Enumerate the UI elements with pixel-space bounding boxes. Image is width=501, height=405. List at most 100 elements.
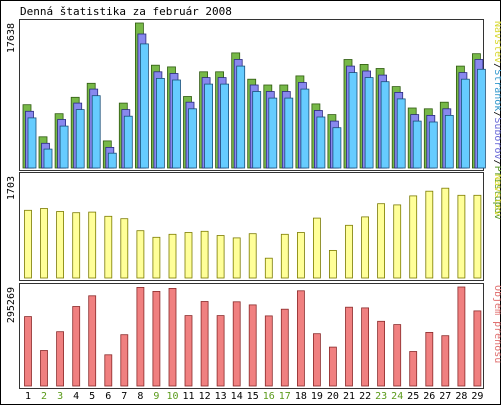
bar-transfer-15: [248, 304, 257, 387]
x-label-day-22: 22: [359, 391, 371, 402]
bar-visits-5: [88, 211, 97, 279]
bar-visits-23: [377, 203, 386, 279]
legend-item: Súborov: [492, 117, 501, 159]
bar-stránok-8: [139, 43, 149, 169]
bar-transfer-19: [312, 333, 321, 387]
bar-visits-26: [425, 190, 434, 279]
bar-transfer-26: [425, 331, 434, 387]
bar-stránok-22: [364, 77, 374, 169]
bar-visits-4: [72, 212, 81, 279]
bar-transfer-9: [152, 290, 161, 387]
bar-visits-24: [393, 204, 402, 279]
x-label-day-7: 7: [121, 391, 127, 402]
bar-visits-7: [120, 218, 129, 279]
y-max-label-transfer: 295269: [6, 287, 17, 323]
bar-transfer-17: [280, 308, 289, 387]
bar-transfer-12: [200, 301, 209, 387]
bar-transfer-23: [377, 320, 386, 387]
x-label-day-11: 11: [182, 391, 194, 402]
bar-visits-19: [312, 217, 321, 279]
bars-transfer: [24, 286, 482, 387]
bar-stránok-14: [236, 65, 246, 169]
bar-visits-2: [40, 208, 48, 279]
bar-stránok-27: [444, 115, 454, 169]
x-axis-labels: 1 2 3 4 5 6 7 8 9 10 11 12 13 14 15 16 17 18 19 20 21 22 23 24 2…: [25, 391, 483, 402]
x-label-day-5: 5: [89, 391, 95, 402]
bar-stránok-9: [155, 78, 165, 169]
bar-transfer-24: [393, 324, 402, 387]
bar-stránok-18: [300, 88, 310, 169]
bar-stránok-12: [204, 83, 214, 169]
bar-transfer-16: [264, 315, 273, 387]
bar-transfer-20: [328, 346, 337, 387]
x-label-day-10: 10: [166, 391, 178, 402]
bar-transfer-29: [473, 310, 482, 387]
bar-visits-16: [264, 257, 273, 279]
bar-stránok-17: [284, 97, 294, 169]
x-label-day-28: 28: [455, 391, 467, 402]
bar-visits-14: [232, 237, 241, 279]
y-max-label-traffic: 17638: [6, 23, 17, 53]
bar-stránok-20: [332, 127, 342, 169]
chart-title: Denná štatistika za február 2008: [20, 5, 232, 18]
x-label-day-1: 1: [25, 391, 31, 402]
x-label-day-21: 21: [343, 391, 355, 402]
bar-stránok-6: [107, 152, 117, 169]
legend-item: Návštev: [492, 21, 501, 63]
x-label-day-16: 16: [263, 391, 275, 402]
bar-stránok-16: [268, 97, 278, 169]
y-max-label-visits: 1703: [6, 176, 17, 200]
panel-visits: 1703 Návštev: [6, 172, 501, 281]
legend-traffic: Návštev/Stránok/Súborov/Prístupov: [492, 21, 501, 220]
bar-transfer-14: [232, 301, 241, 387]
bar-transfer-5: [88, 295, 97, 387]
legend-visits: Návštev: [492, 174, 501, 216]
bar-visits-6: [104, 215, 113, 279]
bar-stránok-7: [123, 115, 133, 169]
bar-stránok-21: [348, 72, 358, 169]
bar-stránok-19: [316, 116, 326, 169]
x-label-day-4: 4: [73, 391, 79, 402]
x-label-day-24: 24: [391, 391, 403, 402]
bar-visits-12: [200, 230, 209, 279]
bar-transfer-27: [441, 335, 450, 387]
legend-separator: /: [492, 63, 501, 69]
bar-transfer-6: [104, 354, 113, 387]
x-label-day-2: 2: [41, 391, 47, 402]
bar-transfer-28: [457, 286, 466, 387]
bar-stránok-29: [476, 68, 486, 169]
bar-visits-22: [361, 216, 370, 279]
chart-panels: 17638Návštev/Stránok/Súborov/Prístupov17…: [6, 19, 501, 389]
x-label-day-26: 26: [423, 391, 435, 402]
bar-stránok-1: [27, 117, 37, 169]
bar-visits-21: [345, 224, 353, 279]
x-label-day-3: 3: [57, 391, 63, 402]
legend-transfer: Objem prenosu: [492, 285, 501, 363]
panel-transfer: 295269 Objem prenosu: [6, 283, 501, 389]
legend-item: Prístupov: [492, 166, 501, 220]
bar-transfer-2: [40, 350, 48, 387]
bar-visits-8: [136, 230, 145, 279]
bar-transfer-25: [409, 351, 418, 387]
bar-stránok-23: [380, 81, 390, 169]
bar-visits-25: [409, 195, 418, 279]
bar-transfer-10: [168, 287, 177, 387]
bar-transfer-13: [216, 315, 225, 387]
bar-transfer-4: [72, 306, 81, 387]
legend-separator: /: [492, 160, 501, 166]
bar-stránok-15: [252, 91, 262, 169]
bar-visits-15: [248, 233, 257, 279]
bar-visits-9: [152, 236, 161, 279]
bar-visits-17: [280, 233, 289, 279]
bar-stránok-25: [412, 120, 422, 169]
bar-stránok-13: [220, 83, 230, 169]
bar-stránok-2: [43, 148, 53, 169]
legend-item: Objem prenosu: [492, 285, 501, 363]
bar-visits-11: [184, 232, 193, 279]
bar-stránok-11: [188, 108, 197, 169]
bar-transfer-22: [361, 307, 370, 387]
x-label-day-14: 14: [231, 391, 243, 402]
bar-visits-29: [473, 194, 482, 279]
bar-stránok-3: [59, 125, 69, 169]
